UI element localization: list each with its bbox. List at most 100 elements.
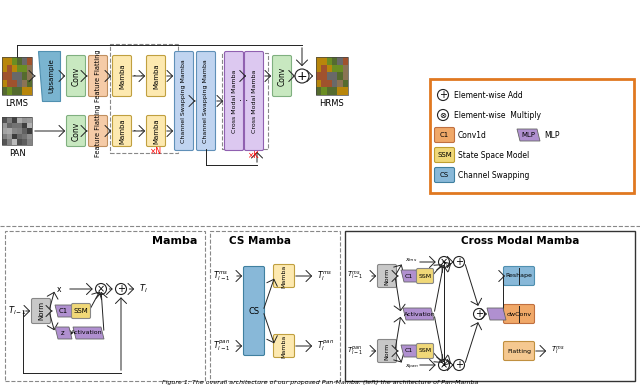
Text: SSM: SSM: [419, 349, 431, 354]
Text: $T^{pan}_{l-1}$: $T^{pan}_{l-1}$: [213, 339, 230, 353]
Polygon shape: [55, 327, 72, 339]
Text: Mamba: Mamba: [282, 334, 287, 357]
Polygon shape: [487, 308, 506, 320]
Text: LRMS: LRMS: [6, 98, 29, 107]
Bar: [17, 64, 22, 72]
Bar: [321, 87, 326, 95]
Text: $T^{ms}_l$: $T^{ms}_l$: [317, 269, 332, 283]
FancyBboxPatch shape: [430, 79, 634, 193]
Bar: [27, 72, 32, 80]
FancyBboxPatch shape: [273, 56, 291, 96]
Polygon shape: [73, 327, 104, 339]
Bar: [7, 87, 12, 95]
Text: ×: ×: [440, 257, 448, 267]
FancyBboxPatch shape: [504, 305, 534, 323]
Text: SSM: SSM: [74, 308, 88, 314]
FancyBboxPatch shape: [196, 51, 216, 151]
Text: Channel Swapping: Channel Swapping: [458, 171, 529, 179]
Text: Element-wise Add: Element-wise Add: [454, 90, 523, 100]
FancyBboxPatch shape: [88, 56, 108, 96]
Bar: [22, 57, 27, 64]
Text: Upsample: Upsample: [48, 59, 54, 93]
Text: SSM: SSM: [419, 274, 431, 279]
Text: z: z: [61, 330, 65, 336]
FancyBboxPatch shape: [72, 303, 90, 318]
FancyBboxPatch shape: [378, 340, 397, 362]
FancyBboxPatch shape: [378, 264, 397, 288]
Bar: [2, 64, 7, 72]
Text: Cross Modal Mamba: Cross Modal Mamba: [461, 236, 579, 246]
Polygon shape: [38, 51, 60, 101]
FancyBboxPatch shape: [273, 264, 294, 288]
FancyBboxPatch shape: [504, 266, 534, 286]
FancyBboxPatch shape: [147, 115, 166, 147]
Bar: [12, 64, 17, 72]
Text: Activation: Activation: [404, 312, 436, 317]
Bar: [27, 64, 32, 72]
Bar: [7, 117, 12, 123]
Bar: [22, 64, 27, 72]
Bar: [2, 123, 7, 128]
Text: Figure 1: The overall architecture of our proposed Pan-Mamba: (left) the archite: Figure 1: The overall architecture of ou…: [162, 380, 478, 385]
Bar: [27, 139, 32, 145]
Bar: [337, 72, 342, 80]
Text: $T^{ms}_l$: $T^{ms}_l$: [551, 345, 565, 357]
Bar: [2, 117, 7, 123]
Bar: [17, 134, 22, 139]
Bar: [332, 57, 337, 64]
FancyBboxPatch shape: [88, 115, 108, 147]
FancyBboxPatch shape: [504, 342, 534, 361]
Text: HRMS: HRMS: [319, 98, 344, 107]
Text: C1: C1: [405, 274, 413, 279]
Bar: [17, 139, 22, 145]
Bar: [12, 134, 17, 139]
Text: · ·: · ·: [132, 126, 143, 136]
Text: ×K: ×K: [248, 151, 260, 161]
Bar: [22, 134, 27, 139]
Text: ⊗: ⊗: [440, 110, 447, 120]
Text: Norm: Norm: [385, 342, 390, 360]
Bar: [22, 72, 27, 80]
Bar: [27, 87, 32, 95]
Text: C1: C1: [405, 349, 413, 354]
Bar: [17, 72, 22, 80]
Bar: [2, 117, 32, 145]
Text: Mamba: Mamba: [119, 63, 125, 89]
Text: Activation: Activation: [71, 330, 103, 335]
Bar: [337, 57, 342, 64]
Bar: [22, 123, 27, 128]
Bar: [27, 117, 32, 123]
Text: $T^{pan}_l$: $T^{pan}_l$: [317, 339, 334, 353]
Bar: [27, 80, 32, 87]
Bar: [27, 134, 32, 139]
Text: +: +: [297, 69, 307, 83]
Text: $T^{ms}_{l-1}$: $T^{ms}_{l-1}$: [213, 269, 230, 283]
Text: Conv: Conv: [72, 121, 81, 141]
Bar: [316, 87, 321, 95]
Bar: [27, 128, 32, 134]
Text: MLP: MLP: [522, 132, 536, 138]
Text: · ·: · ·: [239, 96, 248, 106]
Bar: [316, 57, 321, 64]
FancyBboxPatch shape: [435, 127, 454, 142]
Text: Channel Swapping Mamba: Channel Swapping Mamba: [182, 59, 186, 143]
Bar: [7, 123, 12, 128]
Bar: [17, 87, 22, 95]
Text: Conv: Conv: [278, 66, 287, 86]
Bar: [7, 80, 12, 87]
Bar: [2, 128, 7, 134]
FancyBboxPatch shape: [67, 115, 86, 147]
FancyBboxPatch shape: [417, 269, 433, 283]
Bar: [7, 72, 12, 80]
Bar: [2, 87, 7, 95]
Bar: [22, 128, 27, 134]
Text: +: +: [439, 90, 447, 100]
Text: $T^{pan}_{l-1}$: $T^{pan}_{l-1}$: [347, 345, 364, 357]
Text: dwConv: dwConv: [506, 312, 532, 317]
Polygon shape: [55, 305, 74, 317]
Bar: [12, 128, 17, 134]
Bar: [316, 64, 321, 72]
Text: Mamba: Mamba: [119, 118, 125, 144]
Polygon shape: [401, 270, 419, 282]
FancyBboxPatch shape: [244, 51, 264, 151]
